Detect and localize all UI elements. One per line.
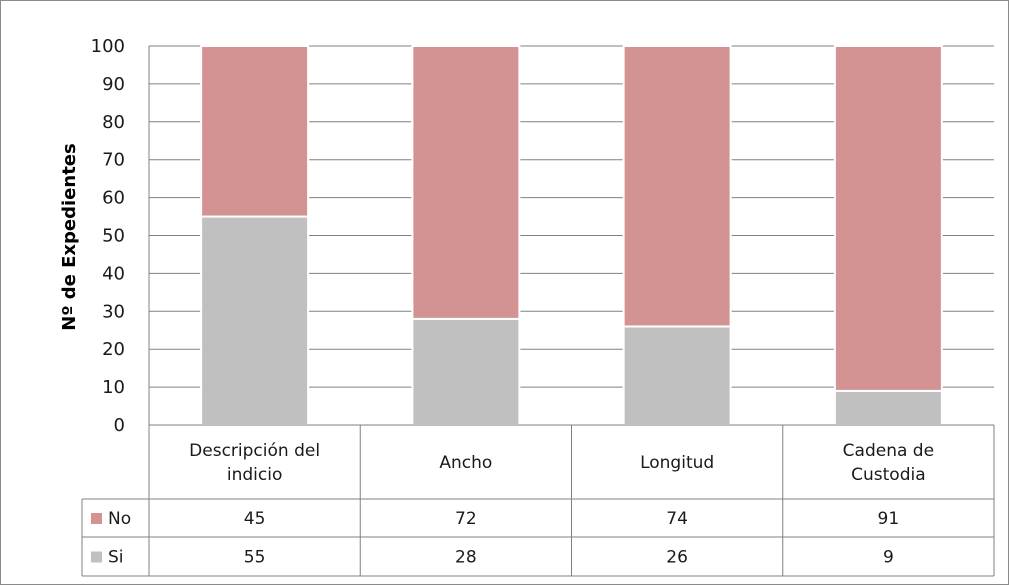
y-tick-label: 90	[102, 74, 125, 95]
table-cell-value: 9	[883, 548, 894, 568]
table-cell-value: 55	[244, 548, 266, 568]
data-table: Descripción del indicio Ancho Longitud Caden…	[81, 424, 995, 577]
bar-no	[833, 45, 943, 392]
y-tick-label: 100	[91, 36, 125, 57]
x-category-label: indicio	[227, 465, 282, 485]
y-tick-label: 50	[102, 226, 125, 247]
y-tick-label: 20	[102, 339, 125, 360]
x-category-label: Cadena de	[843, 441, 934, 461]
y-tick-label: 40	[102, 263, 125, 284]
legend-swatch-no	[91, 513, 102, 524]
table-cell-value: 28	[455, 548, 477, 568]
table-cell-value: 72	[455, 509, 477, 529]
y-tick-label: 60	[102, 188, 125, 209]
bar-si	[622, 325, 732, 426]
y-tick-label: 80	[102, 112, 125, 133]
y-tick-label: 30	[102, 301, 125, 322]
bar-si	[411, 317, 521, 427]
table-cell-value: 26	[666, 548, 688, 568]
legend-label-si: Si	[108, 548, 124, 568]
table-cell-value: 45	[244, 509, 266, 529]
bar-no	[622, 45, 732, 328]
bar-no	[411, 45, 521, 320]
table-cell-value: 91	[878, 509, 900, 529]
x-category-label: Descripción del	[189, 441, 320, 461]
legend-label-no: No	[108, 509, 131, 529]
legend-swatch-si	[91, 551, 102, 563]
bar-si	[200, 215, 310, 426]
bar-no	[200, 45, 310, 218]
bar-si	[833, 389, 943, 427]
x-category-label: Ancho	[439, 453, 492, 473]
y-tick-label: 0	[114, 415, 125, 436]
y-tick-label: 10	[102, 377, 125, 398]
x-category-label: Custodia	[851, 465, 926, 485]
y-axis-label: Nº de Expedientes	[59, 143, 80, 330]
y-tick-label: 70	[102, 150, 125, 171]
y-axis: 0 10 20 30 40 50 60 70 80 90 100	[91, 36, 150, 436]
table-cell-value: 74	[666, 509, 688, 529]
x-category-label: Longitud	[640, 453, 714, 473]
